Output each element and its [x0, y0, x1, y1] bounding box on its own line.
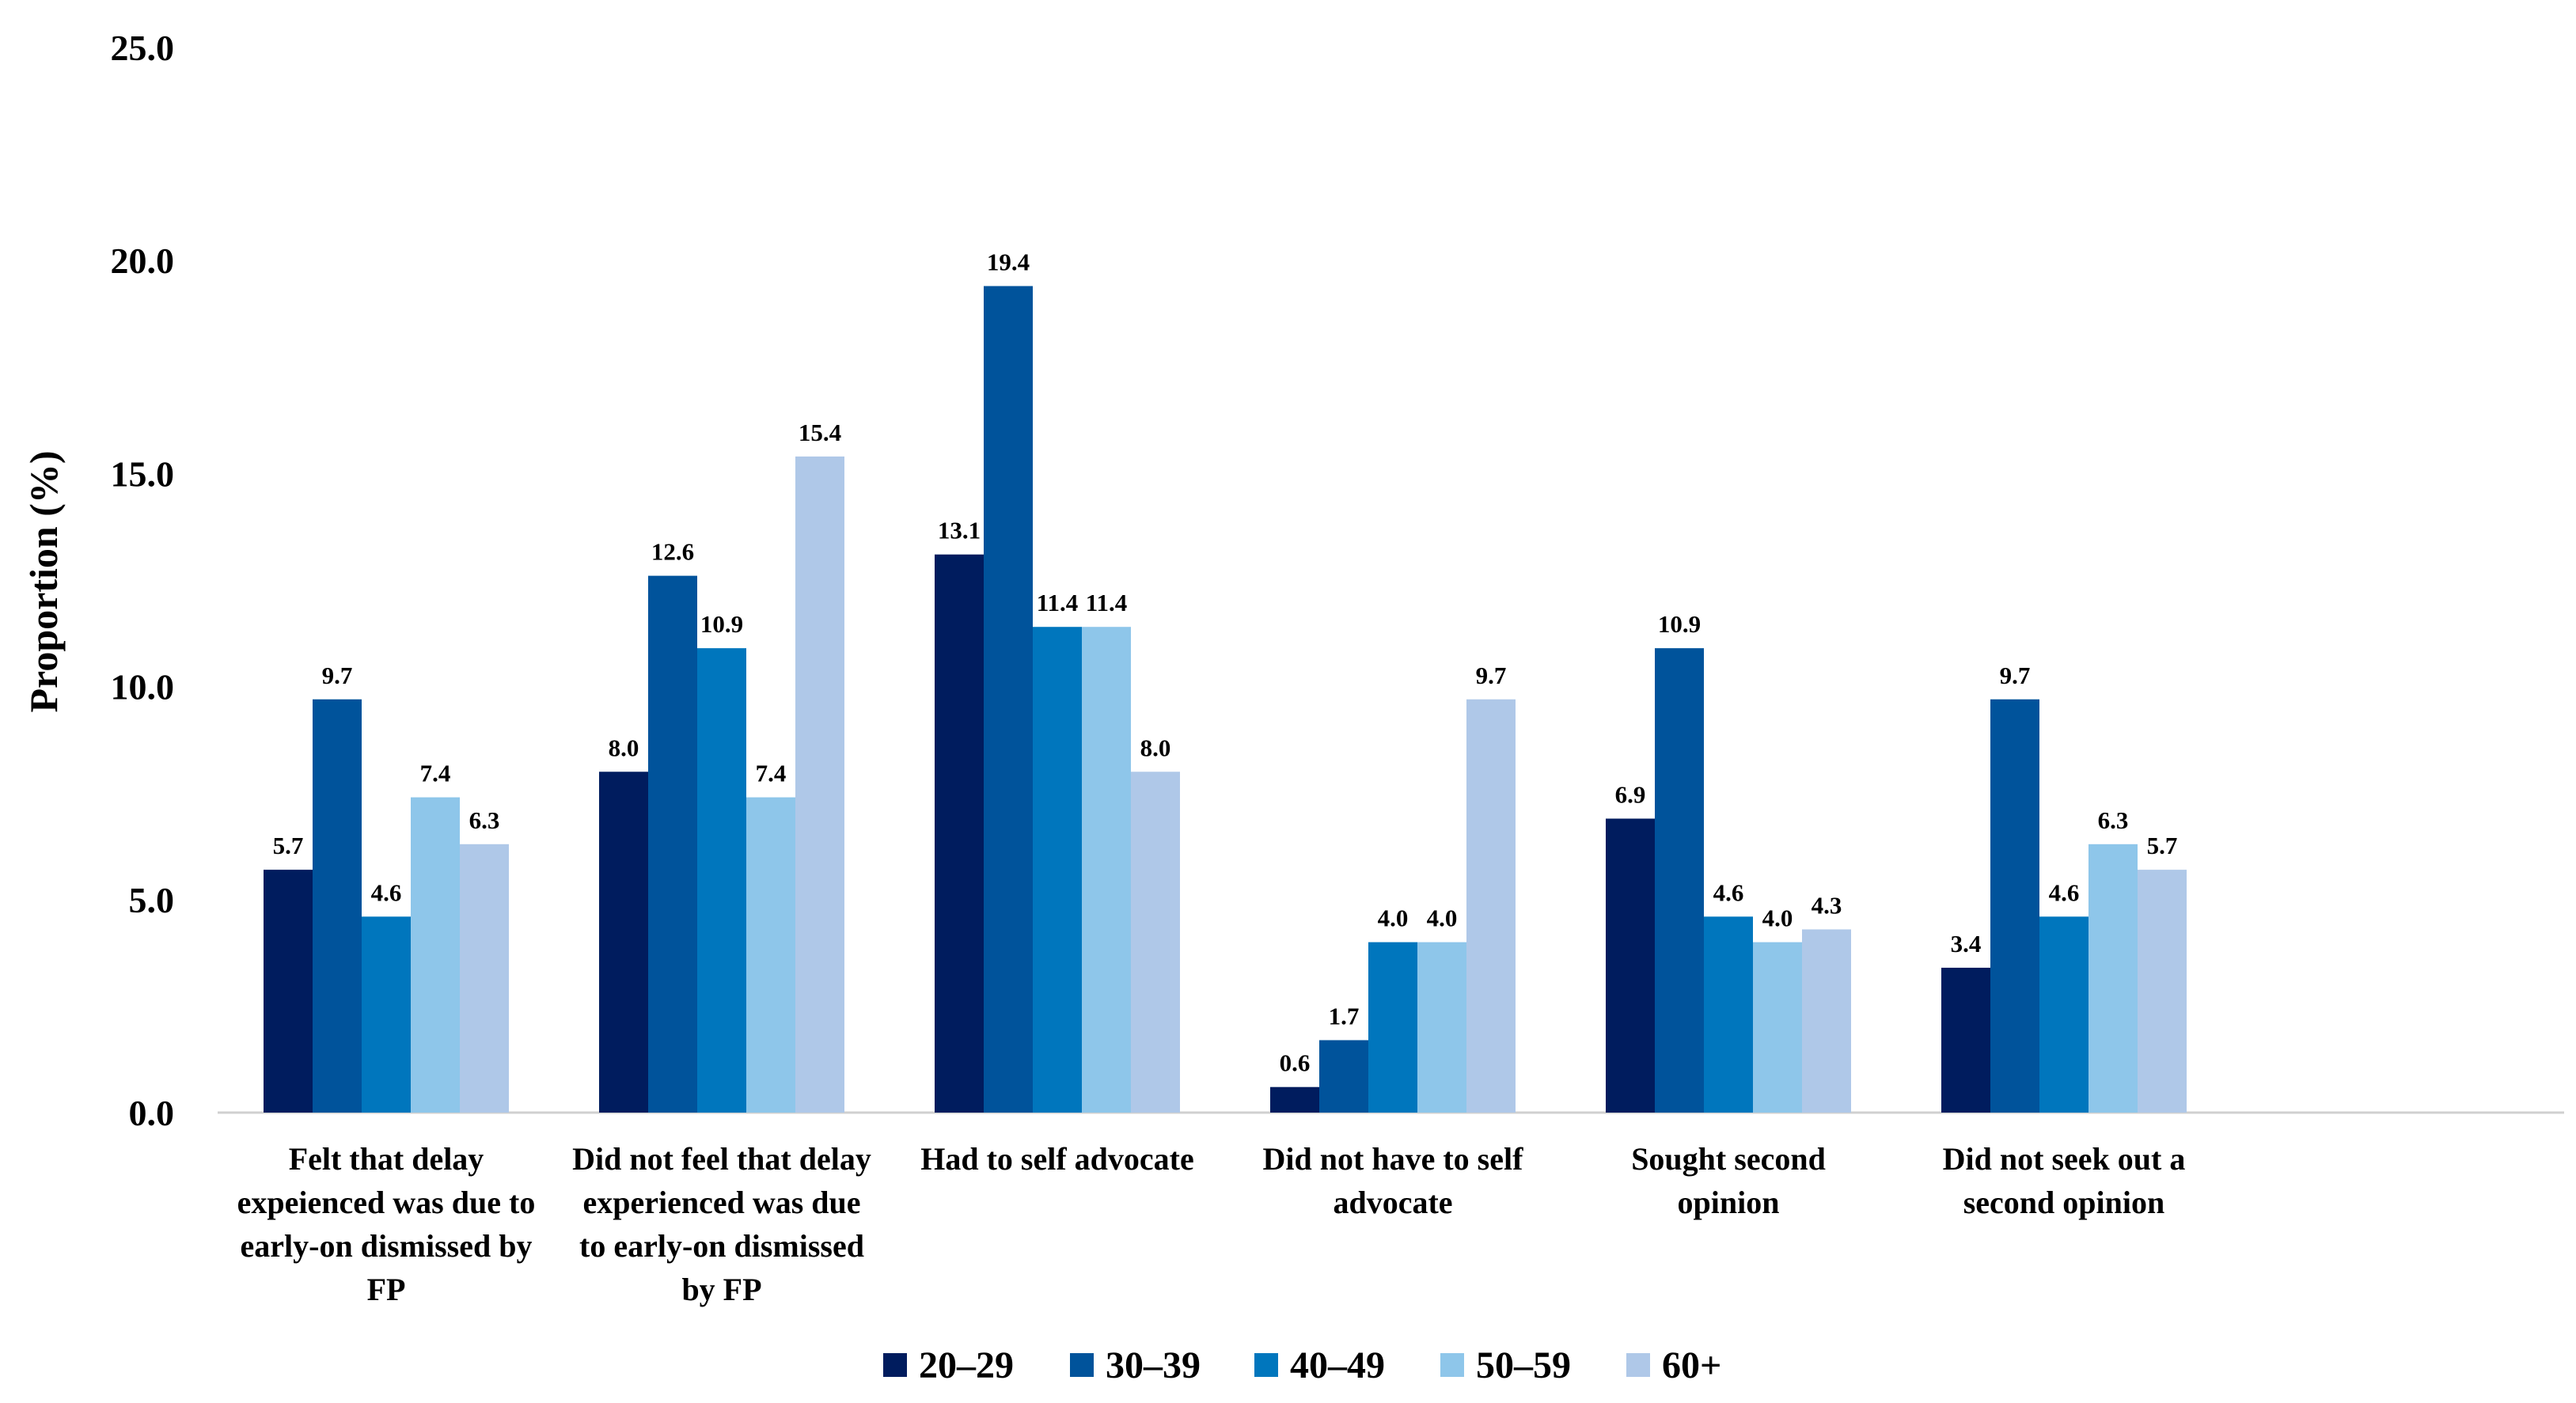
data-label: 7.4 — [420, 760, 451, 787]
x-category-label: Sought second — [1631, 1141, 1826, 1177]
bar — [1704, 916, 1753, 1113]
legend-swatch — [1254, 1353, 1278, 1377]
bar — [795, 456, 844, 1113]
x-category-label: expeienced was due to — [237, 1185, 536, 1220]
legend-swatch — [1440, 1353, 1464, 1377]
data-label: 19.4 — [987, 248, 1030, 276]
x-category-label: Had to self advocate — [920, 1141, 1194, 1177]
bar — [1131, 772, 1180, 1113]
y-axis-title: Proportion (%) — [21, 451, 66, 713]
data-label: 9.7 — [2000, 662, 2031, 689]
bar — [984, 286, 1033, 1113]
data-label: 5.7 — [273, 832, 304, 859]
bar — [1033, 627, 1082, 1113]
legend-swatch — [1626, 1353, 1650, 1377]
bar — [2039, 916, 2088, 1113]
data-label: 3.4 — [1951, 930, 1982, 957]
bar — [264, 870, 313, 1113]
bar — [1941, 967, 1990, 1113]
data-label: 0.6 — [1280, 1049, 1311, 1077]
data-label: 1.7 — [1329, 1002, 1360, 1029]
bar — [313, 699, 362, 1113]
bar — [2138, 870, 2187, 1113]
y-tick-label: 20.0 — [111, 241, 175, 281]
data-label: 11.4 — [1086, 589, 1128, 616]
y-tick-label: 5.0 — [129, 880, 175, 920]
data-label: 12.6 — [651, 538, 694, 566]
y-axis: 0.0 5.0 10.0 15.0 20.0 25.0 — [111, 28, 175, 1133]
x-category-label: early-on dismissed by — [241, 1228, 533, 1264]
bars — [264, 286, 2187, 1113]
data-label: 9.7 — [322, 662, 353, 689]
bar — [1466, 699, 1516, 1113]
legend-label: 30–39 — [1106, 1344, 1201, 1386]
legend-label: 40–49 — [1290, 1344, 1385, 1386]
x-category-label: Did not have to self — [1263, 1141, 1524, 1177]
y-tick-label: 0.0 — [129, 1093, 175, 1133]
x-axis-categories: Felt that delay expeienced was due to earl… — [237, 1141, 2186, 1307]
x-category-label: to early-on dismissed — [579, 1228, 864, 1264]
data-label: 7.4 — [756, 760, 787, 787]
data-label: 11.4 — [1037, 589, 1079, 616]
bar — [1655, 648, 1704, 1113]
x-category-label: Felt that delay — [289, 1141, 484, 1177]
data-label: 4.3 — [1812, 891, 1842, 919]
legend-label: 60+ — [1662, 1344, 1721, 1386]
data-label: 5.7 — [2147, 832, 2178, 859]
data-label: 4.6 — [1713, 878, 1744, 906]
bar — [697, 648, 746, 1113]
x-category-label: Did not feel that delay — [572, 1141, 871, 1177]
x-category-label: experienced was due — [582, 1185, 860, 1220]
bar — [648, 575, 697, 1113]
bar — [1606, 818, 1655, 1113]
data-label: 4.6 — [2049, 878, 2080, 906]
x-category-label: opinion — [1678, 1185, 1780, 1220]
bar — [1082, 627, 1131, 1113]
data-label: 6.3 — [469, 806, 500, 834]
bar — [1368, 942, 1417, 1113]
y-tick-label: 25.0 — [111, 28, 175, 68]
legend-swatch — [883, 1353, 907, 1377]
legend-swatch — [1070, 1353, 1094, 1377]
bar — [460, 844, 509, 1113]
bar — [411, 797, 460, 1113]
x-category-label: second opinion — [1963, 1185, 2165, 1220]
x-category-label: Did not seek out a — [1943, 1141, 2186, 1177]
data-label: 8.0 — [609, 734, 639, 761]
data-label: 4.0 — [1762, 904, 1793, 932]
data-label: 6.3 — [2098, 806, 2129, 834]
bar — [2088, 844, 2138, 1113]
x-category-label: advocate — [1333, 1185, 1452, 1220]
data-labels: 5.7 9.7 4.6 7.4 6.3 8.0 12.6 10.9 7.4 15.4 13.1 19.… — [273, 248, 2178, 1077]
bar — [1990, 699, 2039, 1113]
legend-label: 50–59 — [1476, 1344, 1571, 1386]
data-label: 4.0 — [1427, 904, 1458, 932]
data-label: 4.6 — [371, 878, 402, 906]
bar — [935, 554, 984, 1113]
bar — [362, 916, 411, 1113]
bar — [1802, 929, 1851, 1113]
y-tick-label: 10.0 — [111, 667, 175, 707]
data-label: 13.1 — [938, 517, 981, 544]
x-category-label: by FP — [681, 1272, 761, 1307]
bar — [1270, 1086, 1319, 1113]
legend: 20–29 30–39 40–49 50–59 60+ — [883, 1344, 1721, 1386]
bar — [1753, 942, 1802, 1113]
data-label: 8.0 — [1140, 734, 1171, 761]
data-label: 10.9 — [1658, 610, 1701, 638]
bar — [599, 772, 648, 1113]
data-label: 10.9 — [700, 610, 743, 638]
bar — [1319, 1040, 1368, 1113]
data-label: 15.4 — [799, 419, 841, 446]
data-label: 4.0 — [1378, 904, 1409, 932]
x-category-label: FP — [367, 1272, 406, 1307]
data-label: 9.7 — [1476, 662, 1507, 689]
data-label: 6.9 — [1615, 781, 1646, 809]
legend-label: 20–29 — [919, 1344, 1014, 1386]
y-tick-label: 15.0 — [111, 453, 175, 494]
bar — [1417, 942, 1466, 1113]
bar — [746, 797, 795, 1113]
